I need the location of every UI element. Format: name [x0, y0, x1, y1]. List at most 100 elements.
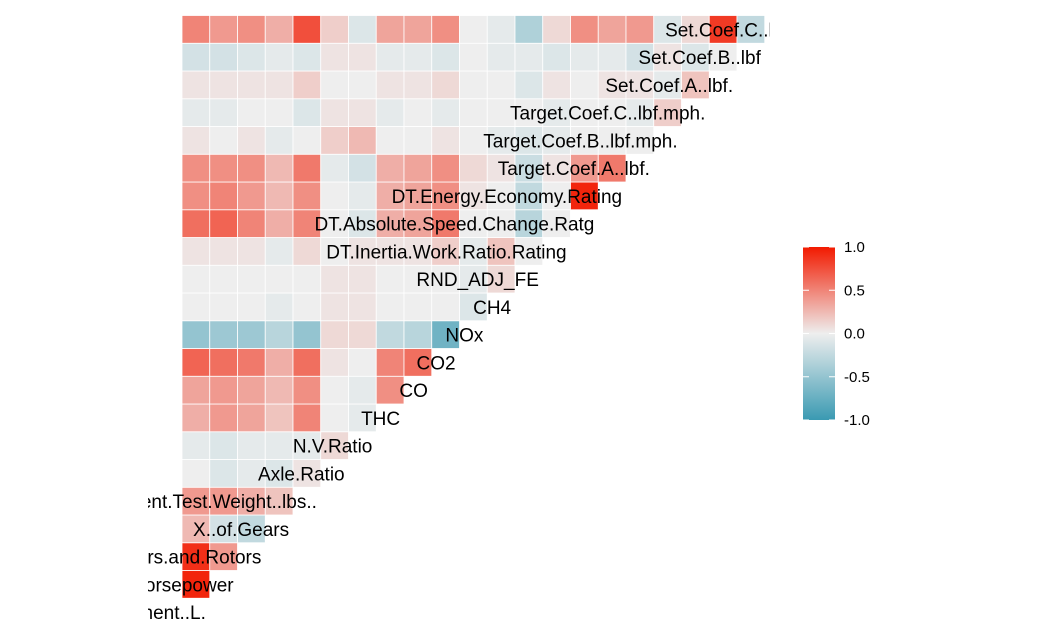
heatmap-cell — [403, 320, 433, 349]
heatmap-cell — [375, 348, 405, 377]
heatmap-cell — [486, 209, 516, 238]
heatmap-cell — [486, 42, 516, 72]
heatmap-cell — [625, 15, 655, 44]
heatmap-cell — [542, 126, 571, 155]
heatmap-cell — [237, 209, 266, 238]
heatmap-cell — [570, 70, 599, 100]
heatmap-cell — [264, 181, 294, 211]
heatmap-cell — [403, 98, 433, 127]
heatmap-cell — [209, 98, 238, 127]
heatmap-cell — [348, 292, 377, 322]
variable-label: Target.Coef.A..lbf. — [498, 159, 650, 180]
heatmap-cell — [348, 348, 377, 377]
heatmap-cell — [181, 42, 211, 72]
heatmap-cell — [237, 348, 266, 377]
heatmap-cell — [597, 153, 627, 183]
heatmap-cell — [264, 98, 294, 127]
heatmap-cell — [681, 15, 710, 44]
heatmap-cell — [264, 375, 294, 405]
heatmap-cell — [181, 181, 211, 211]
heatmap-cell — [292, 459, 322, 488]
heatmap-cell — [181, 431, 211, 460]
heatmap-cell — [348, 42, 377, 72]
heatmap-cell — [375, 42, 405, 72]
heatmap-cell — [181, 403, 211, 433]
heatmap-cell — [264, 264, 294, 294]
heatmap-cell — [237, 292, 266, 322]
legend-tick-label: -1.0 — [844, 412, 870, 429]
heatmap-cell — [375, 320, 405, 349]
heatmap-cell — [292, 98, 322, 127]
heatmap-cell — [181, 15, 211, 44]
heatmap-cell — [292, 348, 322, 377]
heatmap-cell — [375, 153, 405, 183]
heatmap-cell — [237, 320, 266, 349]
heatmap-cell — [237, 153, 266, 183]
heatmap-cell — [264, 320, 294, 349]
heatmap-cell — [570, 98, 599, 127]
heatmap-cell — [320, 15, 349, 44]
heatmap-cell — [653, 70, 682, 100]
variable-label: CO2 — [417, 353, 456, 374]
heatmap-cell — [264, 237, 294, 266]
heatmap-cell — [348, 403, 377, 433]
heatmap-cell — [431, 292, 460, 322]
heatmap-cell — [708, 42, 738, 72]
heatmap-cell — [237, 181, 266, 211]
legend-tick-label: -0.5 — [844, 369, 870, 386]
heatmap-cell — [514, 237, 544, 266]
heatmap-cell — [486, 70, 516, 100]
variable-label: Set.Coef.B..lbf — [638, 48, 761, 69]
heatmap-cell — [320, 403, 349, 433]
heatmap-cell — [237, 514, 266, 544]
heatmap-cell — [181, 486, 211, 516]
heatmap-cell — [625, 126, 655, 155]
heatmap-cell — [375, 98, 405, 127]
heatmap-cell — [209, 42, 238, 72]
heatmap-cell — [375, 292, 405, 322]
heatmap-cell — [320, 209, 349, 238]
heatmap-cell — [264, 292, 294, 322]
heatmap-cell — [375, 264, 405, 294]
heatmap-cell — [348, 181, 377, 211]
heatmap-cell — [264, 126, 294, 155]
heatmap-cell — [292, 126, 322, 155]
heatmap-cell — [431, 42, 460, 72]
heatmap-cell — [209, 237, 238, 266]
heatmap-cell — [348, 375, 377, 405]
heatmap-cell — [237, 264, 266, 294]
heatmap-cell — [459, 153, 488, 183]
heatmap-cell — [459, 264, 488, 294]
heatmap-cell — [320, 348, 349, 377]
heatmap-cell — [459, 237, 488, 266]
heatmap-cell — [514, 15, 544, 44]
heatmap-cell — [403, 348, 433, 377]
heatmap-cell — [653, 42, 682, 72]
heatmap-cell — [542, 153, 571, 183]
heatmap-cell — [403, 264, 433, 294]
heatmap-cell — [570, 181, 599, 211]
variable-label: Target.Coef.B..lbf.mph. — [483, 131, 677, 152]
heatmap-cell — [181, 375, 211, 405]
heatmap-cell — [375, 15, 405, 44]
heatmap-cell — [514, 181, 544, 211]
heatmap-cell — [348, 70, 377, 100]
heatmap-cell — [181, 70, 211, 100]
heatmap-cell — [209, 70, 238, 100]
heatmap-cell — [459, 181, 488, 211]
heatmap-cell — [681, 70, 710, 100]
variable-label: DT.Absolute.Speed.Change.Ratg — [314, 215, 594, 236]
heatmap-cell — [181, 320, 211, 349]
heatmap-cell — [348, 126, 377, 155]
heatmap-cell — [431, 320, 460, 349]
heatmap-cell — [514, 42, 544, 72]
heatmap-cell — [514, 70, 544, 100]
legend-tick-label: 0.5 — [844, 282, 865, 299]
heatmap-cell — [625, 70, 655, 100]
heatmap-cell — [459, 209, 488, 238]
heatmap-cell — [431, 264, 460, 294]
heatmap-cell — [403, 15, 433, 44]
heatmap-cell — [292, 403, 322, 433]
variable-label: Target.Coef.C..lbf.mph. — [510, 104, 705, 125]
heatmap-cell — [209, 126, 238, 155]
